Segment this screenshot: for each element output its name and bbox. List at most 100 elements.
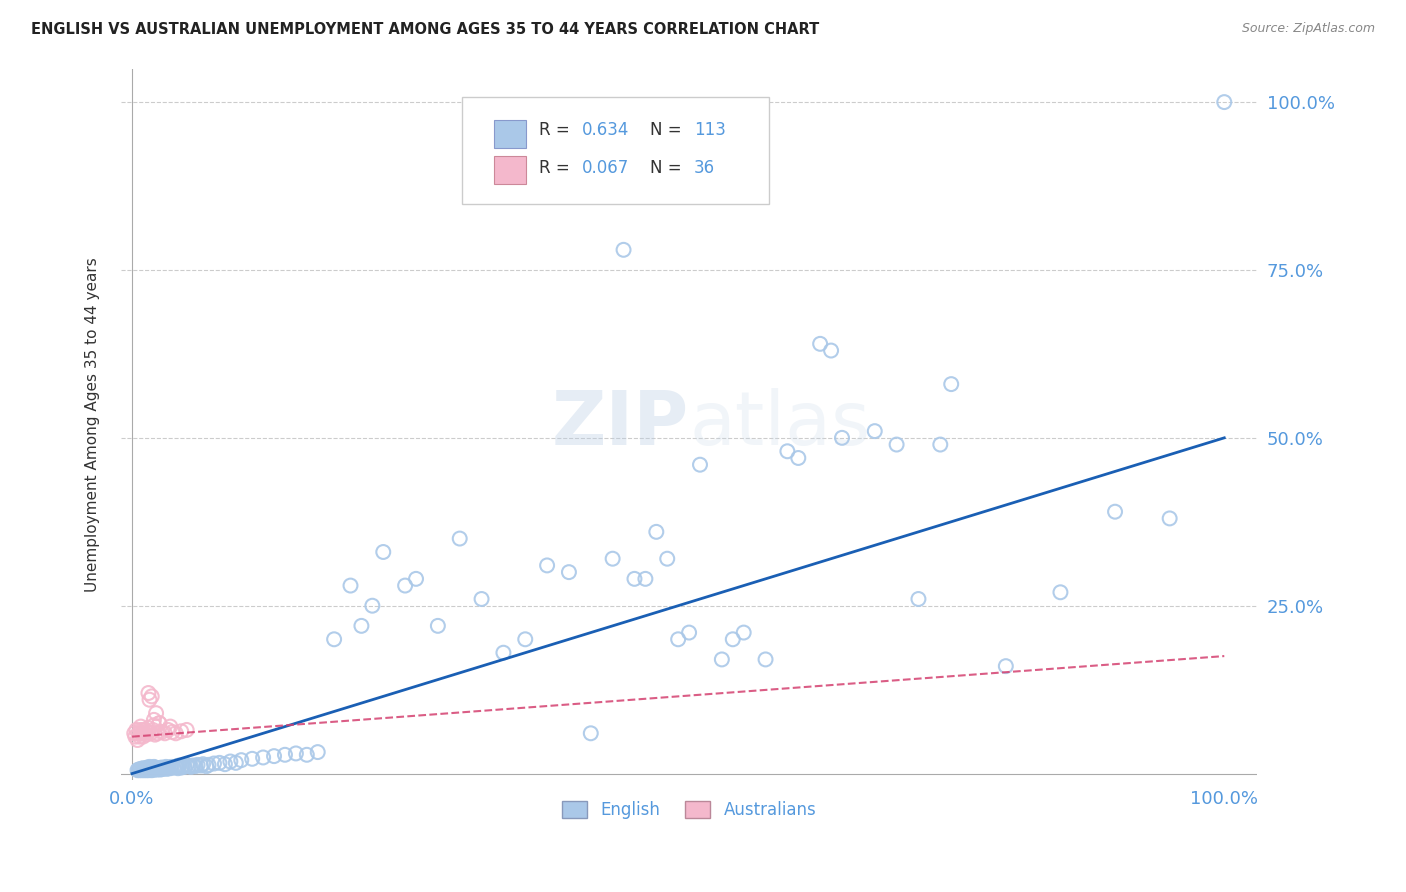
- Point: [165, 726, 187, 740]
- Point: [129, 720, 152, 734]
- Point: [612, 243, 634, 257]
- Point: [132, 763, 155, 777]
- Point: [831, 431, 853, 445]
- Point: [1159, 511, 1181, 525]
- Point: [141, 761, 163, 775]
- Point: [162, 725, 184, 739]
- Point: [138, 692, 160, 706]
- Point: [136, 763, 159, 777]
- Point: [159, 720, 181, 734]
- Point: [128, 730, 150, 744]
- Bar: [494, 120, 526, 148]
- Point: [156, 762, 179, 776]
- Point: [132, 763, 155, 777]
- Point: [139, 762, 162, 776]
- Point: [907, 592, 929, 607]
- Point: [274, 747, 297, 762]
- Text: N =: N =: [651, 159, 688, 178]
- Point: [426, 619, 449, 633]
- FancyBboxPatch shape: [463, 97, 769, 203]
- Point: [132, 730, 155, 744]
- Point: [558, 565, 581, 579]
- Point: [145, 761, 167, 775]
- Point: [733, 625, 755, 640]
- Point: [941, 377, 963, 392]
- Point: [177, 759, 200, 773]
- Point: [138, 760, 160, 774]
- Point: [159, 761, 181, 775]
- Point: [197, 757, 219, 772]
- Text: 113: 113: [693, 121, 725, 139]
- Point: [122, 726, 145, 740]
- Text: 36: 36: [693, 159, 714, 178]
- Point: [132, 762, 155, 776]
- Text: R =: R =: [538, 121, 575, 139]
- Point: [449, 532, 471, 546]
- Point: [994, 659, 1017, 673]
- Text: atlas: atlas: [689, 388, 870, 461]
- Point: [152, 762, 174, 776]
- Point: [252, 750, 274, 764]
- Point: [135, 763, 157, 777]
- Point: [886, 437, 908, 451]
- Point: [394, 578, 416, 592]
- Point: [195, 759, 218, 773]
- Point: [579, 726, 602, 740]
- Point: [131, 763, 153, 777]
- Bar: [494, 156, 526, 184]
- Point: [146, 726, 169, 740]
- Point: [808, 336, 831, 351]
- Point: [167, 758, 190, 772]
- Point: [284, 747, 307, 761]
- Text: R =: R =: [538, 159, 575, 178]
- Point: [143, 728, 166, 742]
- Point: [214, 757, 236, 772]
- Point: [145, 706, 167, 720]
- Point: [471, 592, 494, 607]
- Point: [162, 760, 184, 774]
- Point: [135, 728, 157, 742]
- Point: [1213, 95, 1236, 109]
- Point: [170, 724, 193, 739]
- Point: [150, 725, 173, 739]
- Point: [536, 558, 558, 573]
- Point: [787, 450, 810, 465]
- Point: [125, 723, 148, 737]
- Point: [176, 723, 198, 737]
- Point: [929, 437, 952, 451]
- Point: [323, 632, 346, 647]
- Point: [689, 458, 711, 472]
- Point: [132, 723, 155, 737]
- Point: [132, 726, 155, 740]
- Text: N =: N =: [651, 121, 688, 139]
- Point: [240, 752, 263, 766]
- Point: [202, 756, 225, 771]
- Point: [263, 749, 285, 764]
- Point: [157, 760, 180, 774]
- Point: [138, 686, 160, 700]
- Point: [666, 632, 689, 647]
- Point: [128, 763, 150, 777]
- Point: [721, 632, 744, 647]
- Point: [219, 755, 242, 769]
- Point: [160, 760, 183, 774]
- Point: [148, 761, 170, 775]
- Point: [138, 763, 160, 777]
- Point: [141, 690, 163, 704]
- Point: [148, 716, 170, 731]
- Text: 0.634: 0.634: [582, 121, 630, 139]
- Point: [155, 760, 177, 774]
- Point: [176, 757, 198, 772]
- Point: [153, 726, 176, 740]
- Point: [150, 760, 173, 774]
- Point: [128, 763, 150, 777]
- Point: [138, 762, 160, 776]
- Point: [142, 723, 165, 737]
- Point: [634, 572, 657, 586]
- Point: [141, 763, 163, 777]
- Point: [146, 763, 169, 777]
- Point: [863, 424, 886, 438]
- Point: [187, 757, 209, 772]
- Point: [142, 713, 165, 727]
- Point: [361, 599, 384, 613]
